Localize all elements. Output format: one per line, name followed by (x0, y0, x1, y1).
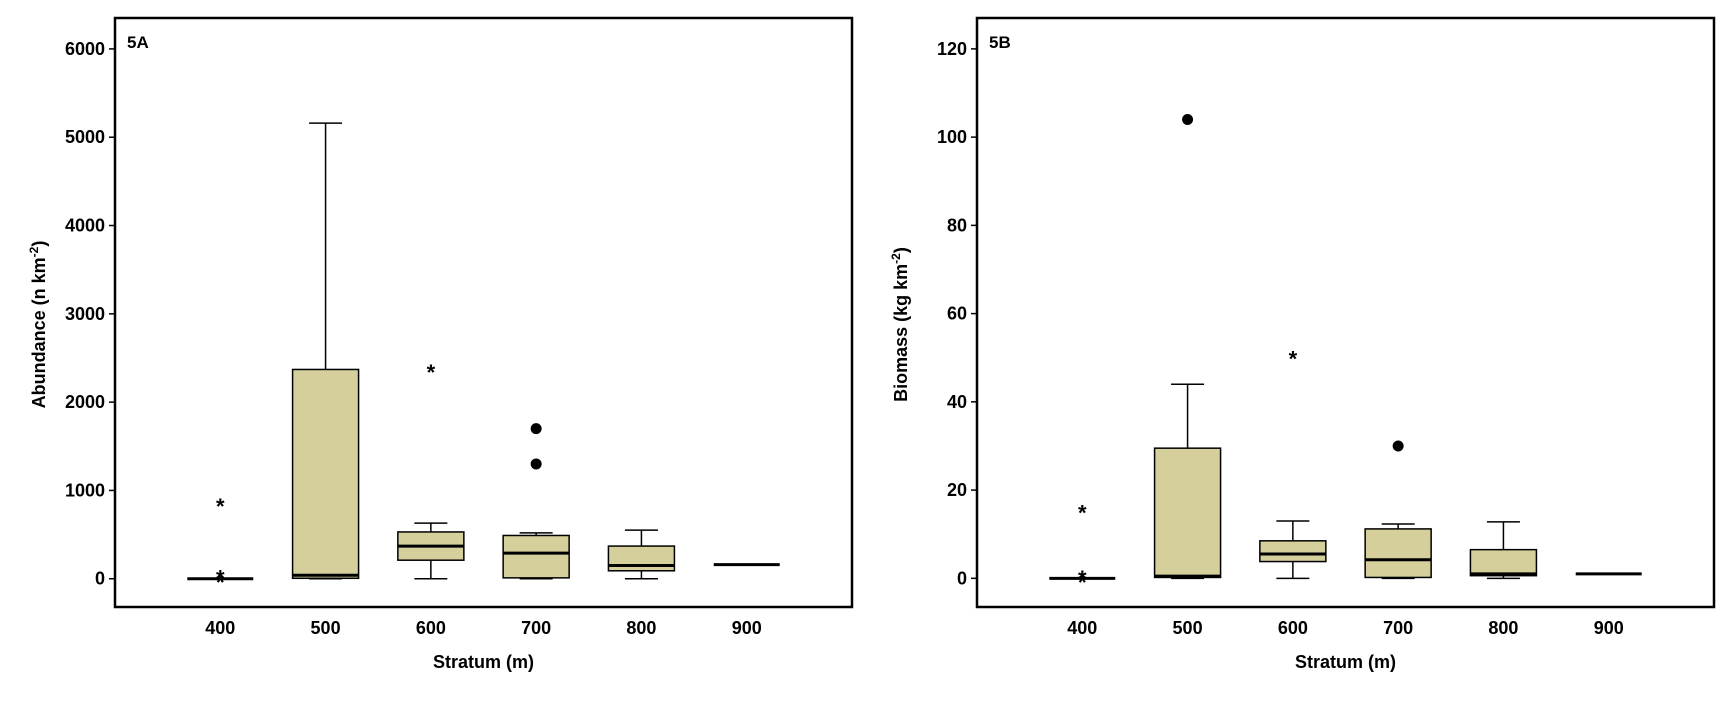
box-500 (291, 122, 360, 580)
y-tick-label: 5000 (65, 127, 105, 147)
y-axis-label-close: ) (891, 247, 911, 253)
panel-label: 5B (989, 33, 1011, 52)
extreme-point: * (216, 494, 225, 519)
x-tick-label: 800 (626, 618, 656, 638)
extreme-point: * (1078, 501, 1087, 526)
y-tick-label: 100 (937, 127, 967, 147)
boxes: **** (187, 122, 780, 595)
x-tick-label: 600 (1278, 618, 1308, 638)
x-tick-label: 400 (1067, 618, 1097, 638)
extreme-point: * (1289, 346, 1298, 371)
box-800 (607, 529, 676, 580)
x-tick-label: 700 (1383, 618, 1413, 638)
iqr-box (502, 534, 570, 579)
iqr-box (291, 368, 360, 580)
extreme-point: * (1078, 570, 1087, 595)
box-600: * (1259, 346, 1327, 580)
outlier-point (530, 423, 542, 435)
x-tick-label: 500 (311, 618, 341, 638)
box-400: *** (1049, 501, 1116, 595)
iqr-box (1153, 447, 1222, 579)
iqr-box (1469, 548, 1538, 577)
iqr-box (607, 545, 676, 572)
x-tick-label: 700 (521, 618, 551, 638)
y-axis-label-main: Abundance (n km (29, 257, 49, 408)
x-tick-label: 900 (732, 618, 762, 638)
box-700 (1364, 440, 1432, 580)
y-tick-label: 6000 (65, 39, 105, 59)
x-tick-label: 800 (1488, 618, 1518, 638)
y-tick-label: 2000 (65, 392, 105, 412)
box-600: * (397, 360, 465, 580)
outlier-point (530, 458, 542, 470)
y-axis-label: Biomass (kg km-2) (889, 247, 911, 402)
panel-5a: 5A Stratum (m) Abundance (n km-2) 0 1000 2… (27, 16, 854, 672)
y-axis-label: Abundance (n km-2) (27, 241, 49, 409)
box-700 (502, 423, 570, 580)
iqr-box (1364, 528, 1432, 579)
box-800 (1469, 521, 1538, 580)
y-tick-label: 20 (947, 480, 967, 500)
extreme-point: * (427, 360, 436, 385)
x-tick-label: 900 (1594, 618, 1624, 638)
box-400: *** (187, 494, 254, 595)
y-tick-label: 60 (947, 304, 967, 324)
y-tick-label: 40 (947, 392, 967, 412)
y-tick-label: 80 (947, 215, 967, 235)
panel-label: 5A (127, 33, 149, 52)
y-tick-label: 3000 (65, 304, 105, 324)
x-tick-label: 500 (1173, 618, 1203, 638)
x-axis: 400 500 600 700 800 900 (205, 618, 761, 638)
iqr-box (1259, 540, 1327, 563)
x-axis-label: Stratum (m) (433, 652, 534, 672)
box-500 (1153, 113, 1222, 580)
boxes: **** (1049, 113, 1642, 595)
y-tick-label: 120 (937, 39, 967, 59)
y-axis: 0 20 40 60 80 100 120 (937, 39, 977, 588)
plot-frame (113, 16, 854, 609)
y-tick-label: 1000 (65, 480, 105, 500)
y-tick-label: 0 (957, 568, 967, 588)
y-tick-label: 0 (95, 569, 105, 589)
panel-5b: 5B Stratum (m) Biomass (kg km-2) 0 20 40 60… (889, 16, 1716, 672)
extreme-point: * (1078, 566, 1087, 591)
outlier-point (1182, 113, 1194, 125)
x-axis-label: Stratum (m) (1295, 652, 1396, 672)
plot-frame (975, 16, 1716, 609)
y-axis-label-main: Biomass (kg km (891, 264, 911, 402)
y-axis-label-close: ) (29, 241, 49, 247)
y-axis: 0 1000 2000 3000 4000 5000 6000 (65, 39, 115, 589)
x-tick-label: 600 (416, 618, 446, 638)
y-axis-label-superscript: -2 (27, 246, 41, 257)
extreme-point: * (216, 570, 225, 595)
x-axis: 400 500 600 700 800 900 (1067, 618, 1623, 638)
y-axis-label-superscript: -2 (889, 253, 903, 264)
outlier-point (1392, 440, 1404, 452)
extreme-point: * (216, 566, 225, 591)
y-tick-label: 4000 (65, 216, 105, 236)
x-tick-label: 400 (205, 618, 235, 638)
